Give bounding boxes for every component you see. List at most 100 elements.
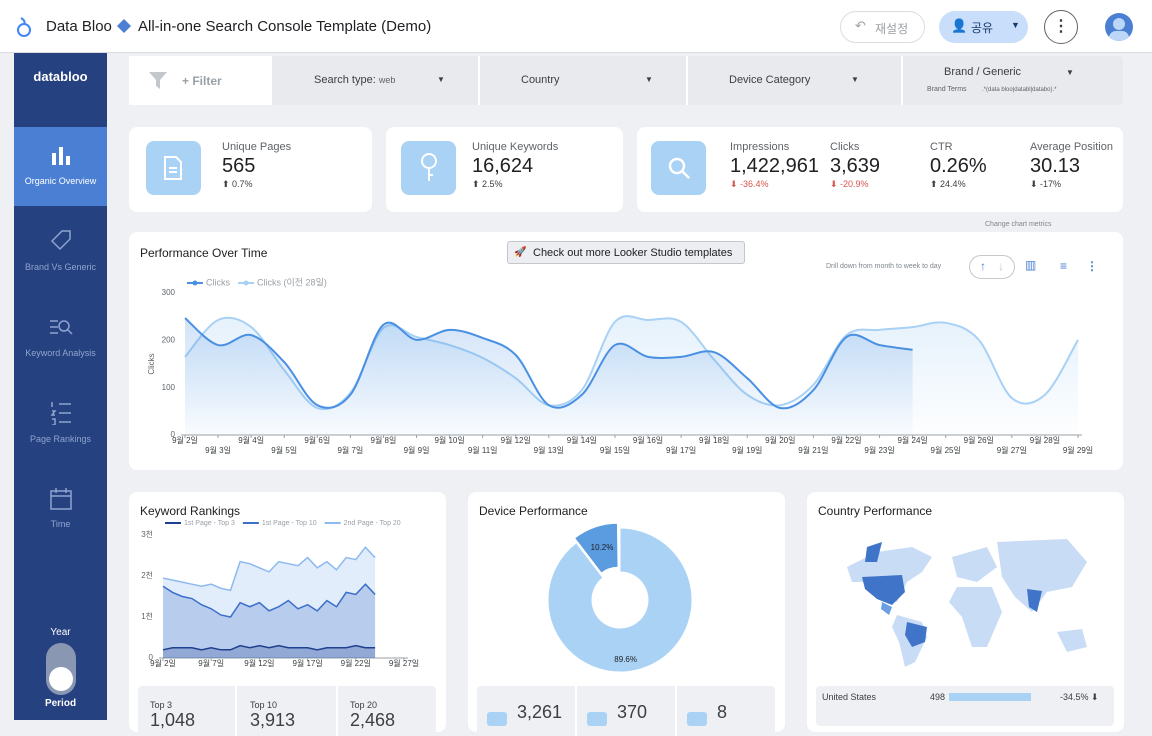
app-name: Data Bloo [46, 18, 112, 35]
nav-item[interactable]: Organic Overview [24, 176, 97, 186]
reset-label: 재설정 [875, 22, 909, 36]
country-name: United States [822, 692, 877, 702]
nav-item[interactable]: Time [50, 519, 71, 529]
kpi-label: Clicks [830, 141, 860, 153]
total-value: 3,913 [250, 710, 296, 730]
country-card: Country Performance United States 498 -3… [807, 492, 1124, 732]
device-totals: 3,261 370 8 [477, 686, 775, 736]
device-card: Device Performance 3,261 370 8 [468, 492, 785, 736]
kpi-change: ⬇ -17% [1030, 179, 1062, 189]
drill-hint: Drill down from month to week to day [826, 263, 942, 270]
kpi-label: Unique Keywords [472, 141, 559, 153]
brand-terms-value: .*(data bloo|databl|databo).* [982, 87, 1057, 93]
dropdown-arrow: ▼ [437, 75, 445, 84]
dropdown-arrow: ▼ [645, 75, 653, 84]
undo-icon: ↶ [855, 18, 866, 33]
search-type-label[interactable]: Search type: web [314, 74, 395, 86]
share-icon: 👤 [951, 18, 968, 33]
kpi-change: ⬆ 24.4% [930, 179, 966, 189]
country-table: United States 498 -34.5% ⬇ [816, 686, 1114, 726]
nav-item[interactable]: Keyword Analysis [25, 348, 96, 358]
kpi-card: Unique Pages 565 ⬆ 0.7% [129, 127, 372, 212]
nav-icon [50, 488, 72, 510]
header: Data Bloo All-in-one Search Console Temp… [0, 0, 1152, 53]
sort-button[interactable]: ≡ [1060, 259, 1068, 273]
performance-card: Performance Over Time 🚀 Check out more L… [129, 221, 1123, 470]
share-dropdown: ▼ [1011, 20, 1020, 30]
kpi-card: Impressions 1,422,961 ⬇ -36.4% Clicks 3,… [637, 127, 1123, 212]
kpi-icon [401, 141, 456, 195]
card-title: Device Performance [479, 504, 588, 518]
device-filter[interactable]: Device Category [729, 74, 811, 86]
total-label: Top 20 [350, 700, 378, 710]
kpi-change-value: 24.4% [940, 179, 966, 189]
chart-menu[interactable]: ⋮ [1086, 259, 1098, 273]
nav-item[interactable]: Brand Vs Generic [24, 262, 97, 272]
filter-icon [149, 72, 167, 89]
total-label: Top 3 [150, 700, 173, 710]
nav-item[interactable]: Page Rankings [29, 434, 92, 444]
total-value: 8 [717, 702, 728, 722]
country-change: -34.5% ⬇ [1060, 692, 1099, 702]
templates-button[interactable]: 🚀 Check out more Looker Studio templates [507, 241, 745, 264]
total-value: 2,468 [350, 710, 396, 730]
total-label: Top 10 [250, 700, 278, 710]
total-value: 1,048 [150, 710, 196, 730]
nav-active[interactable] [14, 127, 107, 206]
add-filter-label: + Filter [182, 74, 222, 88]
brand-terms-label: Brand Terms [927, 86, 967, 93]
kpi-change: ⬇ -36.4% [730, 179, 769, 189]
country-clicks: 498 [930, 692, 946, 702]
kpi-icon [146, 141, 201, 195]
country-filter[interactable]: Country [521, 74, 560, 86]
country-bar [949, 693, 1031, 701]
kpi-change: ⬆ 0.7% [222, 179, 253, 189]
search-type-name: Search type: [314, 74, 376, 86]
kpi-change-value: 2.5% [482, 179, 503, 189]
nav-icon [52, 147, 70, 165]
kpi-value: 565 [222, 155, 256, 177]
kpi-label: Unique Pages [222, 141, 292, 153]
kpi-value: 30.13 [1030, 155, 1081, 177]
kpi-icon [651, 141, 706, 195]
world-map [847, 539, 1087, 667]
kpi-label: Average Position [1030, 141, 1113, 153]
share-label: 공유 [971, 21, 994, 35]
total-value: 3,261 [517, 702, 563, 722]
more-button[interactable]: ⋮ [1044, 10, 1078, 44]
add-filter[interactable]: + Filter [129, 56, 272, 105]
kpi-value: 1,422,961 [730, 155, 819, 177]
card-title: Keyword Rankings [140, 504, 241, 518]
country-change-value: -34.5% [1060, 692, 1089, 702]
nav-icon [50, 230, 71, 251]
search-type-value: web [378, 75, 396, 85]
keyword-totals: Top 3 1,048 Top 10 3,913 Top 20 2,468 [138, 686, 436, 736]
share-button[interactable]: 👤 공유 ▼ [939, 11, 1028, 43]
kpi-value: 0.26% [930, 155, 987, 177]
dropdown-arrow: ▼ [1066, 68, 1074, 77]
toggle-top-label: Year [50, 627, 71, 638]
card-title: Performance Over Time [140, 246, 268, 260]
diamond-icon [117, 19, 131, 33]
kpi-change-value: -20.9% [840, 179, 869, 189]
kpi-value: 3,639 [830, 155, 881, 177]
card-title: Country Performance [818, 504, 933, 518]
kpi-change-value: -36.4% [740, 179, 769, 189]
dropdown-arrow: ▼ [851, 75, 859, 84]
kpi-change: ⬆ 2.5% [472, 179, 503, 189]
kpi-change: ⬇ -20.9% [830, 179, 869, 189]
drill-buttons[interactable]: ↑ ↓ [969, 255, 1015, 279]
reset-button[interactable]: 재설정 ↶ [840, 11, 925, 43]
nav-icon [50, 402, 71, 425]
brand-filter[interactable]: Brand / Generic [944, 66, 1022, 78]
metrics-button[interactable]: ▥ [1025, 258, 1037, 272]
keyword-card: Keyword Rankings Top 3 1,048 Top 10 3,91… [129, 492, 446, 736]
kpi-label: Impressions [730, 141, 790, 153]
kpi-change-value: 0.7% [232, 179, 253, 189]
kpi-card: Unique Keywords 16,624 ⬆ 2.5% [386, 127, 623, 212]
kpi-label: CTR [930, 141, 953, 153]
sidebar: databloo Organic Overview Brand Vs Gener… [14, 53, 107, 720]
avatar[interactable] [1105, 13, 1133, 41]
period-toggle[interactable] [46, 643, 76, 695]
